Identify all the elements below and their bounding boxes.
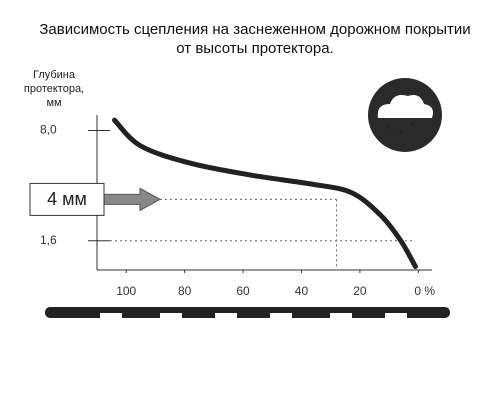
chart-title: от высоты протектора. [176, 40, 333, 57]
y-tick-label: 1,6 [40, 233, 57, 247]
x-tick-label: 20 [353, 284, 367, 298]
snow-icon: * * * [368, 78, 442, 152]
svg-text:*: * [398, 127, 404, 143]
x-tick-label: 80 [178, 284, 192, 298]
annotation-box [29, 182, 105, 216]
arrow [103, 187, 162, 212]
y-tick-label: 8,0 [40, 123, 57, 137]
y-axis-label: Глубина [33, 69, 76, 81]
y-axis-label: протектора, [24, 83, 84, 95]
svg-text:*: * [385, 121, 391, 137]
x-tick-label: 0 % [414, 284, 435, 298]
annotation-label: 4 мм [47, 189, 87, 209]
tread-profile [45, 307, 450, 318]
x-tick-label: 60 [236, 284, 250, 298]
data-line [112, 117, 418, 270]
chart-title: Зависимость сцепления на заснеженном дор… [39, 21, 470, 38]
svg-text:*: * [410, 119, 416, 135]
x-tick-label: 40 [295, 284, 309, 298]
y-axis-label: мм [46, 97, 61, 109]
x-tick-label: 100 [116, 284, 136, 298]
